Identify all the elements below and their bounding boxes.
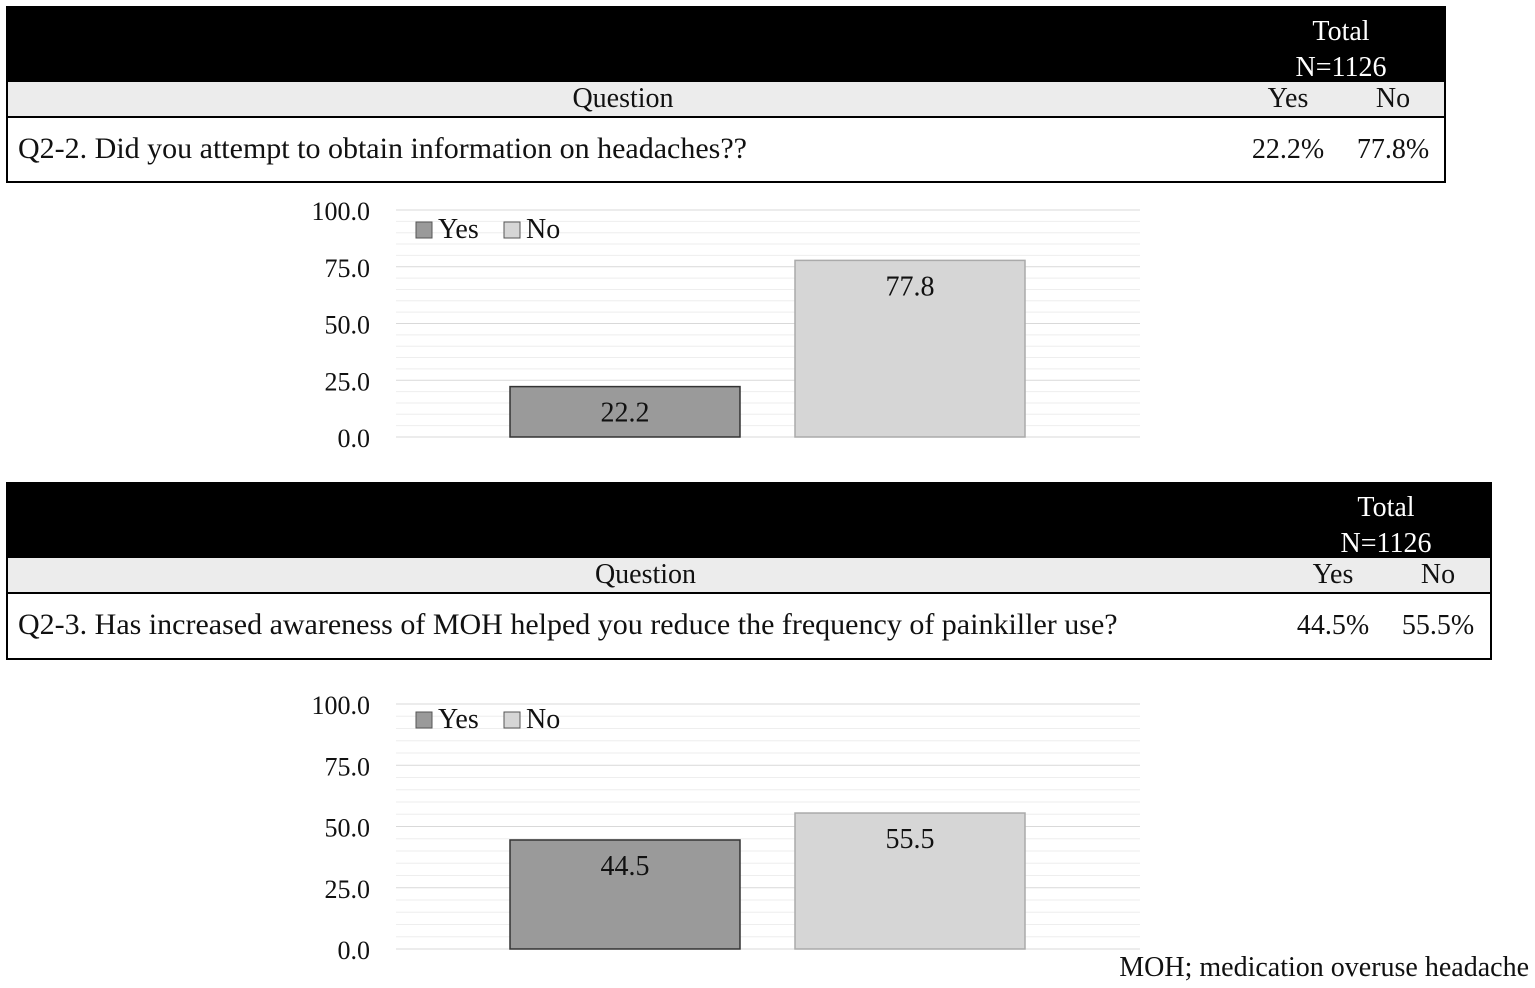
bar-no [794,259,1026,438]
y-tick-label: 25.0 [325,367,371,396]
yes-header: Yes [1312,559,1354,590]
bar-no [794,812,1026,950]
no-header: No [1420,559,1456,590]
no-value: 55.5% [1401,610,1475,641]
yes-value: 44.5% [1296,610,1370,641]
data-label: 55.5 [886,824,935,855]
footnote: MOH; medication overuse headache [1119,952,1529,983]
data-label: 44.5 [601,851,650,882]
bar-yes [509,385,741,438]
data-label: 22.2 [601,398,650,429]
column-header-row: Question Yes No [8,82,1444,118]
y-tick-label: 25.0 [325,875,371,904]
total-label: Total [1357,492,1415,523]
legend-swatch-yes [415,711,433,729]
no-header: No [1375,83,1411,114]
bar-chart-2: 100.0 75.0 50.0 25.0 0.0 44.5 55.5 Yes No [290,684,1150,964]
legend-swatch-no [503,221,521,239]
n-label: N=1126 [1295,52,1387,83]
legend-label-yes: Yes [438,214,479,245]
bar-yes [509,839,741,950]
n-label: N=1126 [1340,528,1432,559]
table-header-bar: Total N=1126 [8,484,1490,559]
y-tick-label: 50.0 [325,814,371,843]
y-tick-label: 100.0 [312,691,371,720]
y-tick-label: 50.0 [325,311,371,340]
question-header: Question [594,559,697,590]
total-header: Total N=1126 [1286,490,1486,562]
question-header: Question [572,83,674,114]
question-table-1: Total N=1126 Question Yes No Q2-2. Did y… [6,6,1446,183]
chart-1-svg: 100.0 75.0 50.0 25.0 0.0 22.2 77.8 Yes No [312,197,1140,453]
legend-label-no: No [526,704,560,735]
y-tick-label: 0.0 [338,424,371,453]
table-row: Q2-3. Has increased awareness of MOH hel… [8,594,1490,658]
legend-label-no: No [526,214,560,245]
column-header-row: Question Yes No [8,558,1490,594]
question-text: Q2-2. Did you attempt to obtain informat… [18,132,747,165]
table-row: Q2-2. Did you attempt to obtain informat… [8,118,1444,181]
total-label: Total [1312,16,1370,47]
question-table-2: Total N=1126 Question Yes No Q2-3. Has i… [6,482,1492,660]
legend-swatch-yes [415,221,433,239]
chart-2-svg: 100.0 75.0 50.0 25.0 0.0 44.5 55.5 Yes No [312,691,1140,964]
legend-swatch-no [503,711,521,729]
table-header-bar: Total N=1126 [8,8,1444,83]
y-tick-label: 75.0 [325,752,371,781]
total-header: Total N=1126 [1241,14,1441,86]
no-value: 77.8% [1356,134,1430,165]
legend-label-yes: Yes [438,704,479,735]
yes-value: 22.2% [1251,134,1325,165]
bar-chart-1: 100.0 75.0 50.0 25.0 0.0 22.2 77.8 Yes No [290,190,1150,458]
y-tick-label: 75.0 [325,254,371,283]
y-tick-label: 0.0 [338,936,371,964]
data-label: 77.8 [886,271,935,302]
question-text: Q2-3. Has increased awareness of MOH hel… [18,608,1118,641]
yes-header: Yes [1267,83,1309,114]
y-tick-label: 100.0 [312,197,371,226]
